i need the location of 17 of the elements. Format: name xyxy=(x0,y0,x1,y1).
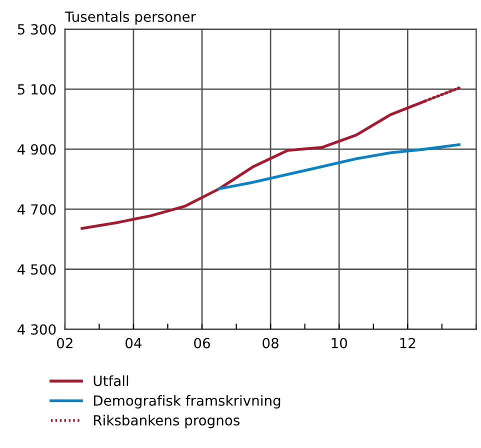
y-tick-label: 5 300 xyxy=(18,24,56,35)
y-tick-label: 4 500 xyxy=(18,264,56,275)
legend-label: Demografisk framskrivning xyxy=(94,395,280,409)
x-tick-label: 08 xyxy=(262,338,278,348)
legend-label: Riksbankens prognos xyxy=(94,414,240,428)
x-tick-label: 04 xyxy=(126,338,142,348)
x-tick-label: 10 xyxy=(332,338,348,348)
y-tick-label: 5 100 xyxy=(18,84,56,95)
y-tick-label: 4 300 xyxy=(18,324,56,335)
chart-title: Tusentals personer xyxy=(64,11,196,25)
legend-label: Utfall xyxy=(94,375,128,386)
y-tick-label: 4 900 xyxy=(18,144,56,155)
x-tick-label: 02 xyxy=(57,338,72,348)
line-series xyxy=(218,143,460,190)
x-tick-label: 12 xyxy=(400,338,416,348)
y-tick-label: 4 700 xyxy=(18,204,56,215)
x-tick-label: 06 xyxy=(194,338,210,348)
